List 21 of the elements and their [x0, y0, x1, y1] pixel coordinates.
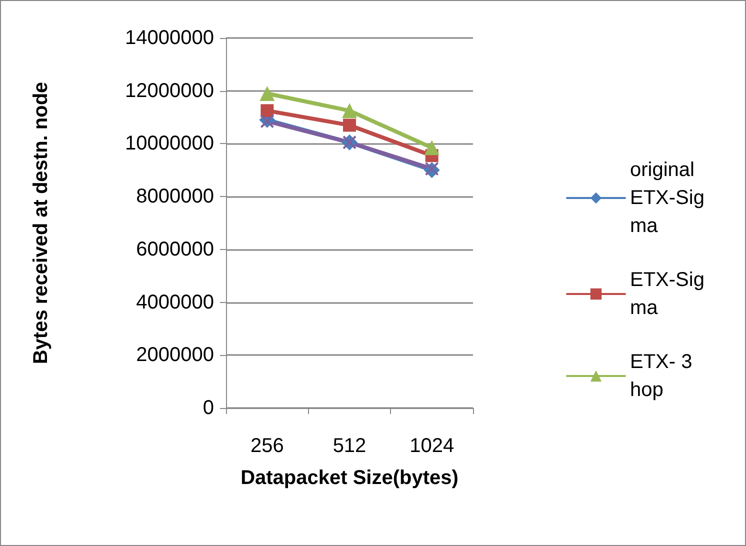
- y-tick-label: 12000000: [125, 80, 214, 102]
- y-tick-label: 8000000: [136, 186, 214, 208]
- legend-label: original ETX-Sigma: [630, 159, 704, 237]
- x-tick-label: 512: [332, 435, 366, 457]
- x-tick-label: 256: [250, 435, 284, 457]
- point: [424, 140, 440, 156]
- x-axis-title: Datapacket Size(bytes): [240, 467, 458, 489]
- x-tick-label: 1024: [410, 435, 454, 457]
- point: [342, 103, 357, 118]
- y-tick-label: 4000000: [136, 291, 214, 314]
- legend-label: ETX- 3 hop: [630, 351, 698, 401]
- y-tick-label: 6000000: [136, 238, 214, 260]
- y-axis-title: Bytes received at destn. node: [30, 82, 52, 364]
- y-tick-label: 0: [202, 397, 214, 419]
- y-tick-label: 10000000: [125, 132, 214, 155]
- point: [260, 86, 275, 101]
- point: [343, 118, 356, 132]
- y-tick-label: 14000000: [125, 27, 214, 49]
- y-tick-label: 2000000: [136, 344, 214, 366]
- legend-label: ETX-Sigma: [630, 269, 704, 319]
- point: [260, 104, 274, 118]
